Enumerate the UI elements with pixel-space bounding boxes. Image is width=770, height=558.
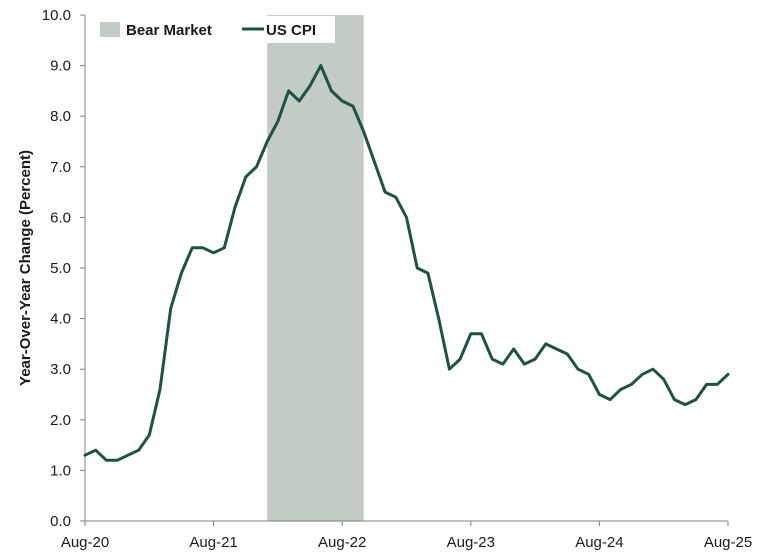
legend-bear-market-label: Bear Market bbox=[126, 22, 212, 39]
y-tick-label: 9.0 bbox=[50, 58, 71, 75]
chart-legend: Bear Market US CPI bbox=[92, 16, 335, 43]
y-tick-label: 10.0 bbox=[42, 7, 71, 24]
x-tick-label: Aug-25 bbox=[704, 534, 752, 551]
chart-axes bbox=[80, 14, 729, 526]
y-tick-label: 3.0 bbox=[50, 361, 71, 378]
shaded-bands bbox=[267, 15, 364, 521]
bear-market-band bbox=[267, 15, 364, 521]
y-axis-title: Year-Over-Year Change (Percent) bbox=[17, 150, 34, 386]
x-tick-label: Aug-22 bbox=[318, 534, 366, 551]
x-tick-label: Aug-21 bbox=[189, 534, 237, 551]
y-tick-label: 7.0 bbox=[50, 159, 71, 176]
series-lines bbox=[83, 64, 730, 462]
x-tick-label: Aug-20 bbox=[61, 534, 109, 551]
legend-bear-market-swatch bbox=[100, 22, 120, 37]
y-tick-label: 5.0 bbox=[50, 260, 71, 277]
x-tick-label: Aug-24 bbox=[575, 534, 623, 551]
y-tick-label: 1.0 bbox=[50, 462, 71, 479]
y-tick-label: 4.0 bbox=[50, 311, 71, 328]
y-tick-label: 0.0 bbox=[50, 513, 71, 530]
y-tick-labels: 0.0 1.0 2.0 3.0 4.0 5.0 6.0 7.0 8.0 9.0 10.0 bbox=[42, 7, 71, 530]
x-tick-labels: Aug-20 Aug-21 Aug-22 Aug-23 Aug-24 Aug-25 bbox=[61, 534, 752, 551]
legend-us-cpi-label: US CPI bbox=[266, 22, 316, 39]
y-tick-label: 6.0 bbox=[50, 209, 71, 226]
y-tick-label: 2.0 bbox=[50, 412, 71, 429]
y-tick-label: 8.0 bbox=[50, 108, 71, 125]
legend-background bbox=[92, 16, 335, 43]
us-cpi-line bbox=[83, 64, 730, 462]
x-tick-label: Aug-23 bbox=[447, 534, 495, 551]
